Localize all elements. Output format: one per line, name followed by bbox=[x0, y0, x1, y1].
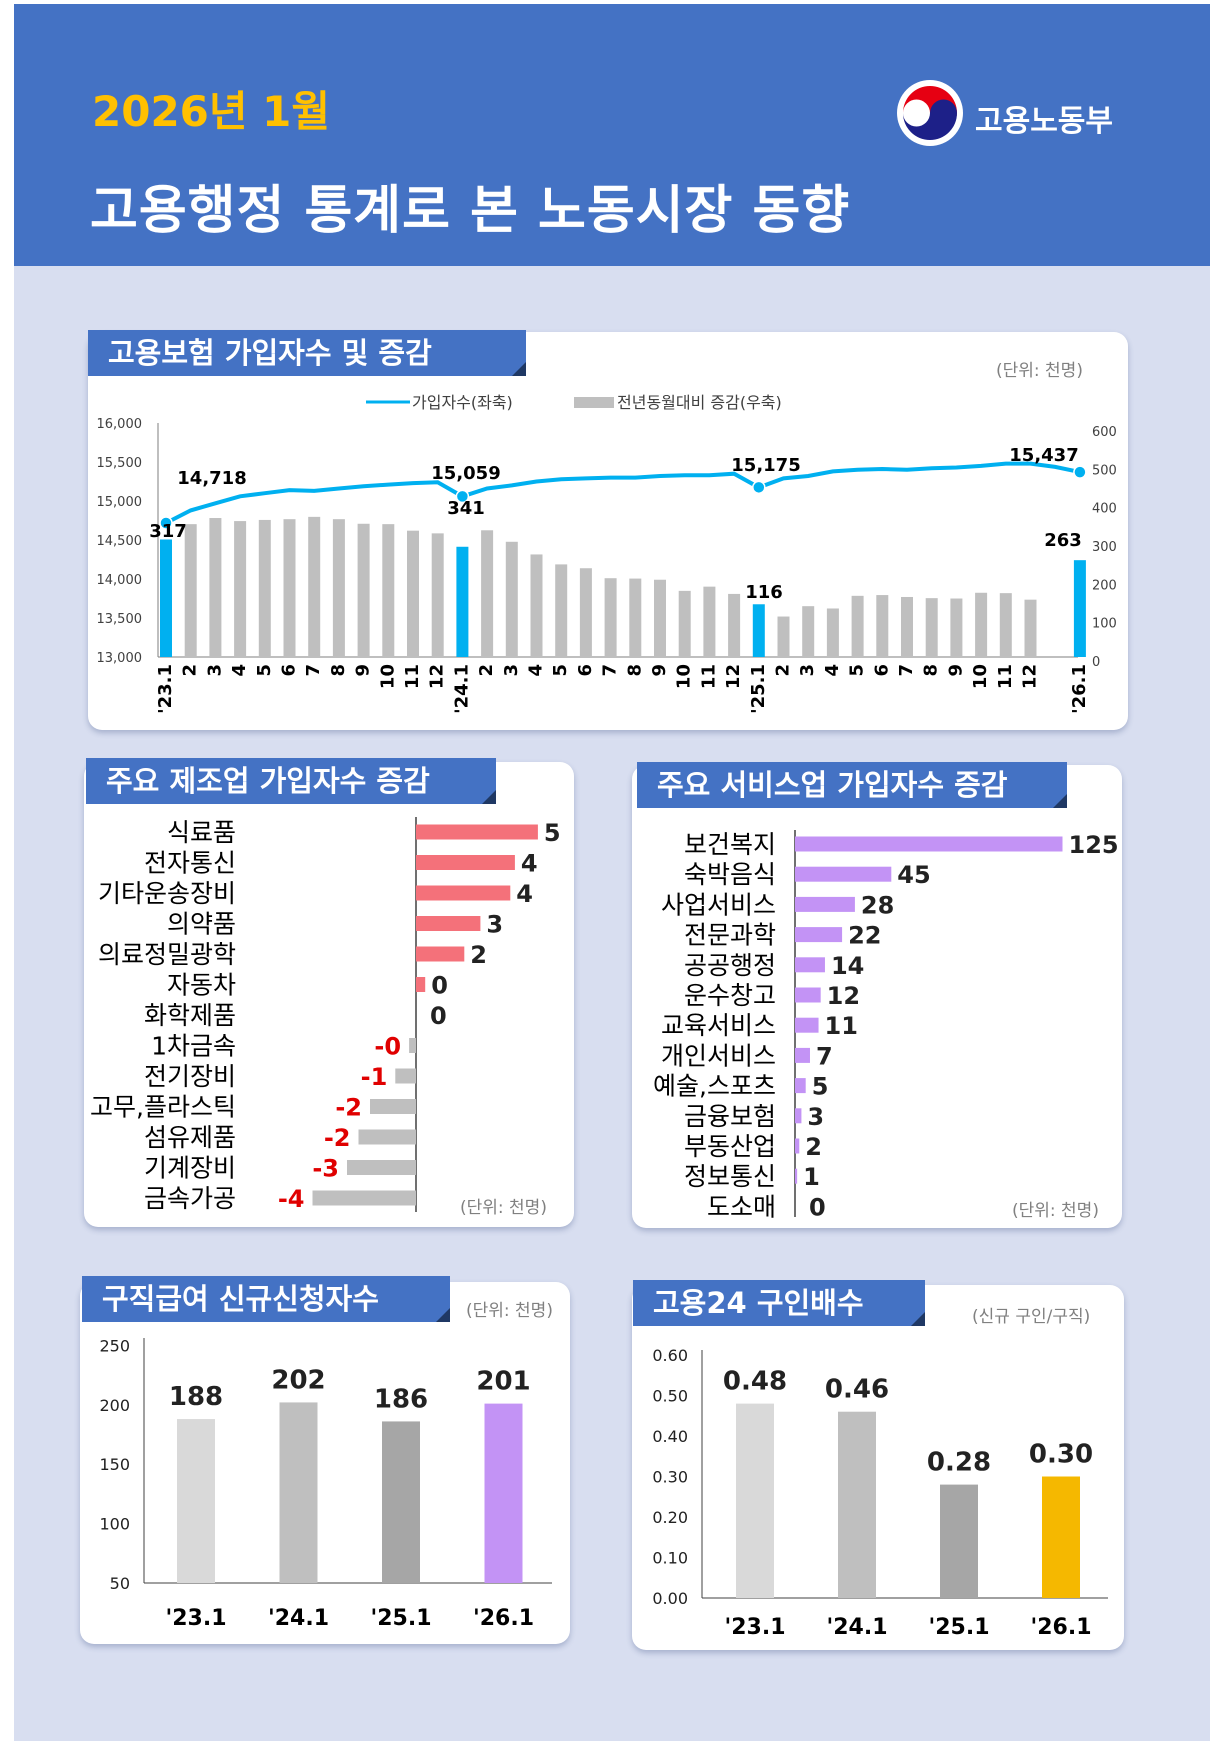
ministry-logo: 고용노동부 bbox=[895, 78, 1135, 148]
insurance-card bbox=[88, 332, 1128, 730]
services-card bbox=[632, 765, 1122, 1228]
manufacturing-card bbox=[84, 762, 574, 1227]
page-title: 고용행정 통계로 본 노동시장 동향 bbox=[90, 181, 851, 241]
taegeuk-emblem-icon bbox=[897, 80, 963, 146]
manufacturing-unit: (단위: 천명) bbox=[460, 1198, 547, 1218]
benefits-card-title: 구직급여 신규신청자수 bbox=[82, 1276, 450, 1322]
insurance-card-title: 고용보험 가입자수 및 증감 bbox=[88, 330, 526, 376]
ministry-name: 고용노동부 bbox=[975, 104, 1113, 139]
services-card-title: 주요 서비스업 가입자수 증감 bbox=[637, 762, 1067, 808]
services-unit: (단위: 천명) bbox=[1012, 1201, 1099, 1221]
report-date: 2026년 1월 bbox=[92, 87, 331, 136]
benefits-unit: (단위: 천명) bbox=[466, 1301, 553, 1321]
insurance-unit: (단위: 천명) bbox=[996, 361, 1083, 381]
benefits-card bbox=[80, 1282, 570, 1644]
header-banner bbox=[14, 4, 1210, 266]
manufacturing-card-title: 주요 제조업 가입자수 증감 bbox=[86, 758, 496, 804]
ratio-unit: (신규 구인/구직) bbox=[972, 1307, 1091, 1327]
ratio-card-title: 고용24 구인배수 bbox=[633, 1280, 925, 1326]
ratio-card bbox=[632, 1285, 1124, 1650]
